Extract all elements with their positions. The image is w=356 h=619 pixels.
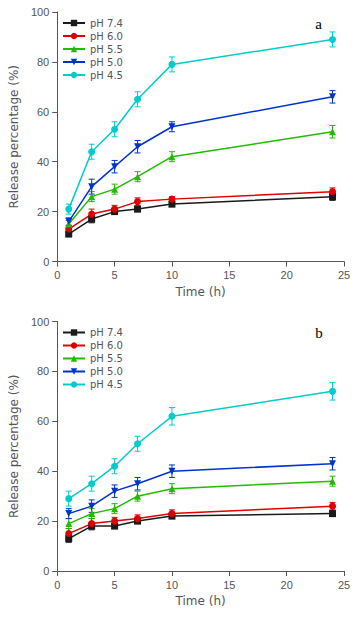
svg-text:0: 0 — [43, 565, 49, 577]
svg-text:40: 40 — [37, 156, 49, 168]
svg-text:15: 15 — [223, 269, 235, 281]
svg-text:pH 4.5: pH 4.5 — [90, 70, 123, 81]
svg-text:a: a — [315, 16, 322, 32]
svg-text:40: 40 — [37, 465, 49, 477]
svg-text:pH 6.0: pH 6.0 — [90, 340, 123, 351]
svg-text:Release percentage (%): Release percentage (%) — [7, 65, 21, 209]
svg-text:pH 5.5: pH 5.5 — [90, 44, 123, 55]
svg-text:0: 0 — [54, 579, 60, 591]
svg-text:25: 25 — [338, 269, 350, 281]
svg-text:pH 4.5: pH 4.5 — [90, 379, 123, 390]
svg-text:20: 20 — [281, 579, 293, 591]
svg-text:pH 6.0: pH 6.0 — [90, 31, 123, 42]
svg-text:20: 20 — [281, 269, 293, 281]
svg-text:10: 10 — [166, 269, 178, 281]
svg-text:pH 5.5: pH 5.5 — [90, 353, 123, 364]
svg-text:pH 7.4: pH 7.4 — [90, 18, 123, 29]
svg-text:5: 5 — [112, 269, 118, 281]
svg-text:60: 60 — [37, 415, 49, 427]
svg-text:60: 60 — [37, 106, 49, 118]
svg-text:b: b — [315, 325, 323, 341]
svg-text:pH 5.0: pH 5.0 — [90, 57, 123, 68]
svg-text:Release percentage (%): Release percentage (%) — [7, 374, 21, 518]
svg-text:25: 25 — [338, 579, 350, 591]
svg-text:20: 20 — [37, 206, 49, 218]
svg-text:80: 80 — [37, 365, 49, 377]
svg-text:Time (h): Time (h) — [175, 594, 226, 608]
svg-text:20: 20 — [37, 515, 49, 527]
svg-text:Time (h): Time (h) — [175, 285, 226, 299]
svg-text:100: 100 — [31, 316, 49, 328]
svg-text:pH 5.0: pH 5.0 — [90, 366, 123, 377]
svg-text:0: 0 — [43, 256, 49, 268]
svg-text:0: 0 — [54, 269, 60, 281]
svg-text:80: 80 — [37, 56, 49, 68]
svg-text:5: 5 — [112, 579, 118, 591]
svg-text:10: 10 — [166, 579, 178, 591]
svg-text:100: 100 — [31, 6, 49, 18]
svg-text:pH 7.4: pH 7.4 — [90, 327, 123, 338]
svg-text:15: 15 — [223, 579, 235, 591]
